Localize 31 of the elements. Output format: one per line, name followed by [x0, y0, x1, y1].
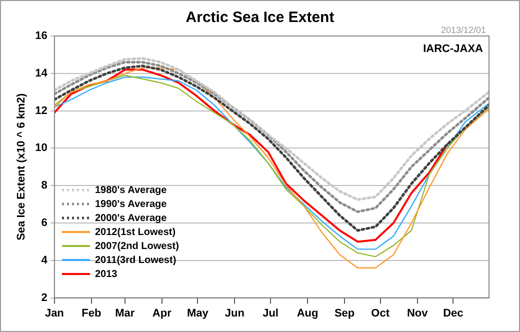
- y-tick-label: 6: [41, 217, 48, 230]
- x-tick-label: Jun: [224, 307, 245, 320]
- legend-label: 1990's Average: [95, 198, 167, 210]
- x-tick-label: Nov: [406, 307, 429, 320]
- legend-label: 2000's Average: [95, 212, 167, 224]
- x-tick-label: Jan: [44, 307, 64, 320]
- y-tick-label: 14: [35, 67, 48, 80]
- x-tick-label: Jul: [262, 307, 278, 320]
- y-tick-label: 4: [41, 254, 48, 266]
- x-tick-label: May: [186, 307, 210, 320]
- legend-label: 2007(2nd Lowest): [95, 240, 179, 252]
- y-tick-label: 16: [35, 30, 48, 42]
- y-tick-label: 8: [41, 180, 48, 192]
- x-tick-label: Feb: [82, 307, 102, 320]
- x-tick-label: Sep: [334, 307, 355, 320]
- y-tick-label: 2: [41, 292, 48, 304]
- chart-title: Arctic Sea Ice Extent: [184, 9, 336, 26]
- x-tick-label: Dec: [443, 307, 464, 320]
- x-tick-label: Apr: [152, 307, 172, 320]
- y-axis-title: Sea Ice Extent (x10 ^ 6 km2): [16, 93, 28, 240]
- x-tick-label: Mar: [115, 307, 136, 320]
- y-tick-label: 12: [35, 104, 48, 117]
- text: 2013/12/01: [440, 25, 486, 35]
- legend-label: 1980's Average: [95, 184, 167, 196]
- legend-label: 2011(3rd Lowest): [95, 254, 176, 266]
- y-tick-label: 10: [35, 142, 48, 154]
- legend-label: 2013: [95, 268, 118, 280]
- annotation: IARC-JAXA: [423, 43, 483, 55]
- x-tick-label: Aug: [296, 307, 318, 320]
- legend-label: 2012(1st Lowest): [95, 226, 176, 238]
- x-tick-label: Oct: [371, 307, 390, 320]
